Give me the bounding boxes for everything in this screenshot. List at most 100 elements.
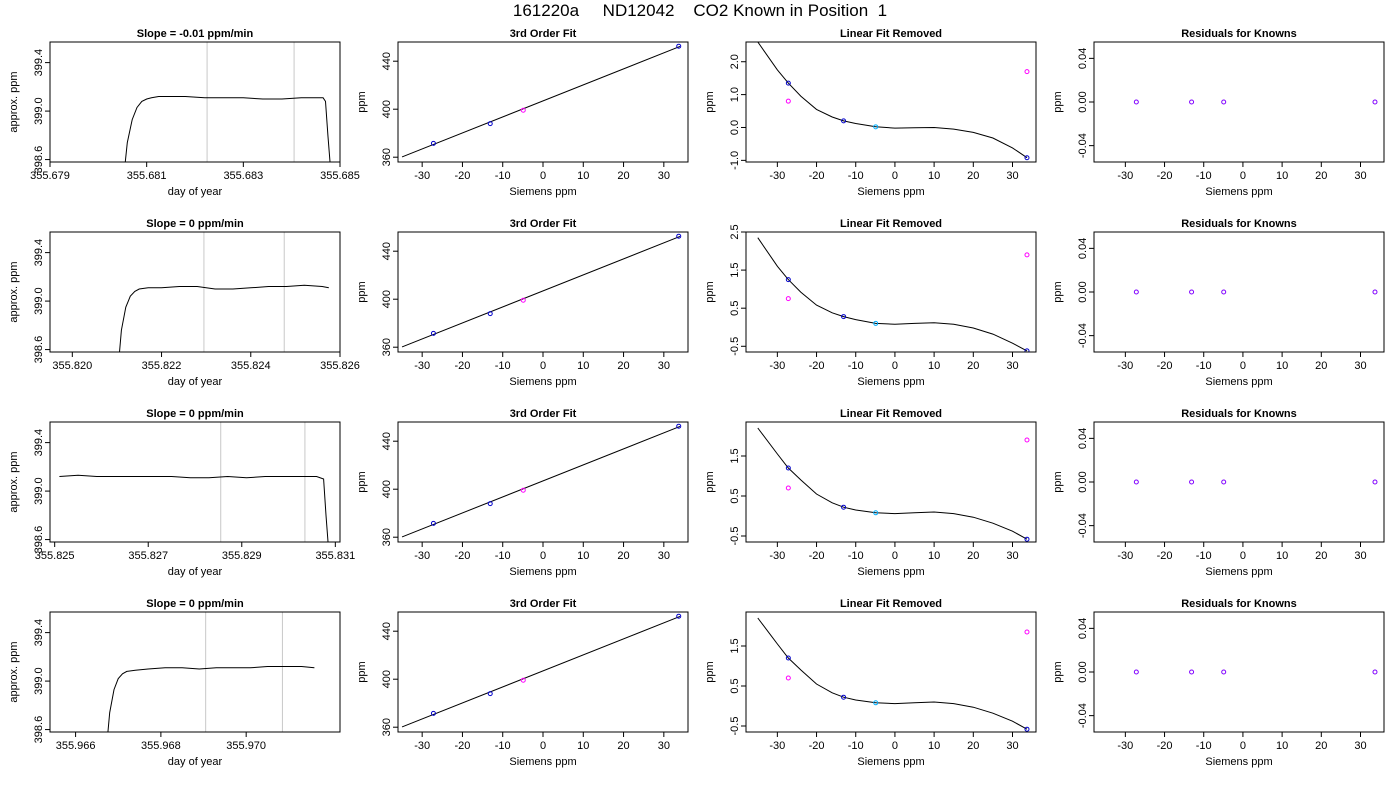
data-point	[487, 501, 493, 507]
y-tick-label: 398.6	[33, 336, 45, 364]
chart-panel: Residuals for Knowns -30 -20 -10 0 10 20 30 -0.0…	[1052, 598, 1385, 768]
series-line	[107, 666, 315, 732]
x-tick-label: 355.970	[226, 740, 266, 752]
y-tick-label: 399.0	[33, 477, 45, 505]
x-tick-label: -20	[1157, 170, 1173, 182]
y-axis-label: ppm	[356, 91, 368, 112]
y-tick-label: -0.5	[729, 337, 741, 356]
data-point	[1372, 99, 1378, 105]
plot-data	[1133, 99, 1378, 105]
chart-title: 3rd Order Fit	[510, 408, 577, 420]
x-axis-label: Siemens ppm	[509, 376, 576, 388]
y-tick-label: 360	[381, 718, 393, 736]
data-point	[430, 710, 436, 716]
fit-curve	[757, 42, 1028, 159]
y-axis-label: ppm	[704, 471, 716, 492]
x-tick-label: 20	[1315, 550, 1327, 562]
plot-data	[757, 237, 1030, 352]
chart-panel: Slope = 0 ppm/min 355.820 355.822 355.824 35…	[8, 218, 360, 388]
x-axis-label: Siemens ppm	[857, 376, 924, 388]
data-point	[520, 487, 526, 493]
x-tick-label: -10	[1196, 550, 1212, 562]
x-tick-label: 355.827	[128, 550, 168, 562]
data-point	[785, 98, 791, 104]
x-axis-label: day of year	[168, 566, 223, 578]
y-tick-label: -0.04	[1077, 703, 1089, 728]
x-tick-label: 20	[1315, 740, 1327, 752]
data-point	[841, 694, 847, 700]
x-tick-label: -20	[454, 740, 470, 752]
x-tick-label: 10	[577, 170, 589, 182]
data-point	[785, 80, 791, 86]
x-tick-label: 355.683	[223, 170, 263, 182]
data-point	[1221, 289, 1227, 295]
chart-panel: Slope = -0.01 ppm/min 355.679 355.681 355.6…	[8, 28, 360, 198]
y-axis-label: approx. ppm	[8, 641, 20, 702]
x-tick-label: -30	[769, 550, 785, 562]
y-tick-label: 360	[381, 338, 393, 356]
series-line	[59, 474, 329, 542]
x-tick-label: 355.679	[30, 170, 70, 182]
x-tick-label: 20	[617, 170, 629, 182]
x-tick-label: -10	[848, 170, 864, 182]
data-point	[785, 465, 791, 471]
x-tick-label: 0	[540, 740, 546, 752]
plot-frame	[745, 41, 1037, 163]
series-line	[124, 96, 331, 162]
y-axis-label: ppm	[1052, 281, 1064, 302]
chart-panel: Linear Fit Removed -30 -20 -10 0 10 20 30 -0.5 0.…	[704, 408, 1037, 578]
y-tick-label: -0.5	[729, 527, 741, 546]
plot-data	[1133, 669, 1378, 675]
x-tick-label: -30	[769, 170, 785, 182]
x-axis-label: day of year	[168, 376, 223, 388]
chart-title: Slope = 0 ppm/min	[146, 218, 244, 230]
y-tick-label: 360	[381, 148, 393, 166]
data-point	[1372, 289, 1378, 295]
x-tick-label: -10	[848, 740, 864, 752]
data-point	[487, 691, 493, 697]
data-point	[785, 296, 791, 302]
chart-title: Slope = 0 ppm/min	[146, 598, 244, 610]
data-point	[1024, 536, 1030, 542]
x-tick-label: 355.829	[222, 550, 262, 562]
plot-data	[757, 617, 1030, 732]
data-point	[1221, 669, 1227, 675]
chart-title: 3rd Order Fit	[510, 598, 577, 610]
x-tick-label: -10	[495, 740, 511, 752]
data-point	[873, 320, 879, 326]
plot-frame	[745, 611, 1037, 733]
y-tick-label: 0.04	[1077, 48, 1089, 69]
y-tick-label: 0.00	[1077, 661, 1089, 682]
plot-data	[107, 666, 315, 732]
data-point	[1221, 99, 1227, 105]
x-tick-label: 10	[1276, 740, 1288, 752]
data-point	[841, 504, 847, 510]
x-axis-label: day of year	[168, 186, 223, 198]
data-point	[1133, 289, 1139, 295]
y-tick-label: 400	[381, 480, 393, 498]
y-axis-label: approx. ppm	[8, 451, 20, 512]
chart-title: Residuals for Knowns	[1181, 28, 1297, 40]
y-tick-label: 1.5	[729, 638, 741, 653]
data-point	[873, 700, 879, 706]
y-tick-label: 0.0	[729, 120, 741, 135]
x-axis-label: Siemens ppm	[857, 566, 924, 578]
y-tick-label: -0.04	[1077, 513, 1089, 538]
x-tick-label: 355.824	[231, 360, 271, 372]
x-tick-label: 0	[892, 740, 898, 752]
y-tick-label: 0.00	[1077, 281, 1089, 302]
data-point	[873, 510, 879, 516]
data-point	[676, 233, 682, 239]
x-tick-label: 30	[1006, 360, 1018, 372]
x-tick-label: -20	[454, 170, 470, 182]
x-tick-label: -20	[454, 550, 470, 562]
chart-panel: Slope = 0 ppm/min 355.825 355.827 355.829 35…	[8, 408, 355, 578]
y-tick-label: -0.5	[729, 717, 741, 736]
plot-data	[401, 43, 682, 158]
y-tick-label: -1.0	[729, 151, 741, 170]
x-tick-label: -20	[1157, 360, 1173, 372]
x-axis-label: Siemens ppm	[1205, 566, 1272, 578]
x-tick-label: 0	[892, 360, 898, 372]
data-point	[676, 43, 682, 49]
x-tick-label: 355.681	[127, 170, 167, 182]
